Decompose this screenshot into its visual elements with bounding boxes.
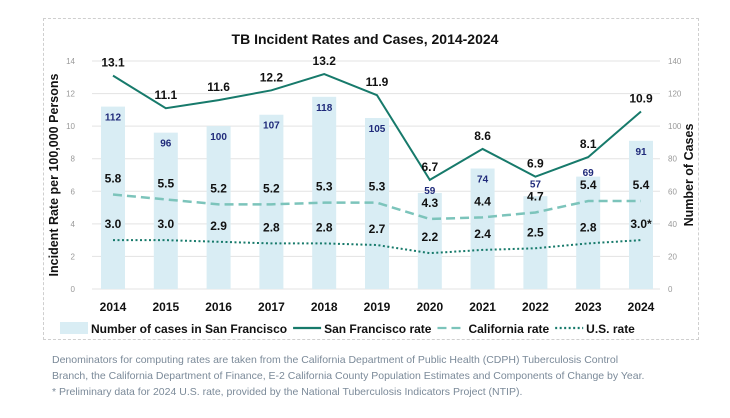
legend-label: California rate xyxy=(468,322,549,336)
legend-label: San Francisco rate xyxy=(324,322,432,336)
data-label: 11.1 xyxy=(154,88,177,102)
bar-cases xyxy=(312,96,337,289)
y-tick-label: 10 xyxy=(66,122,75,131)
x-tick-label: 2019 xyxy=(364,300,391,314)
y2-tick-label: 120 xyxy=(668,90,682,99)
line-san-francisco-rate xyxy=(112,72,642,182)
y2-tick-label: 100 xyxy=(668,122,682,131)
y2-tick-label: 60 xyxy=(668,187,677,196)
data-label: 2.5 xyxy=(527,225,544,239)
data-label: 3.0 xyxy=(157,217,174,231)
data-label: 8.1 xyxy=(580,137,597,151)
y2-axis-label: Number of Cases xyxy=(682,124,696,227)
bar-label: 118 xyxy=(316,103,333,114)
data-label: 2.9 xyxy=(210,219,227,233)
bar-label: 112 xyxy=(105,113,122,124)
x-tick-label: 2017 xyxy=(258,300,285,314)
footnotes: Denominators for computing rates are tak… xyxy=(52,352,722,400)
bar-label: 107 xyxy=(263,121,280,132)
y2-tick-label: 140 xyxy=(668,57,682,66)
legend-label: U.S. rate xyxy=(586,322,635,336)
footnote: Denominators for computing rates are tak… xyxy=(52,354,619,366)
data-label: 8.6 xyxy=(474,129,491,143)
bar-label: 91 xyxy=(635,147,647,158)
legend-label: Number of cases in San Francisco xyxy=(91,322,287,336)
data-label: 11.9 xyxy=(366,75,389,89)
y2-tick-label: 20 xyxy=(668,252,677,261)
footnote: Branch, the California Department of Fin… xyxy=(52,370,645,382)
x-tick-label: 2021 xyxy=(469,300,496,314)
bar-cases xyxy=(629,140,653,289)
x-tick-label: 2014 xyxy=(100,300,127,314)
data-label: 5.3 xyxy=(369,180,386,194)
y-tick-label: 0 xyxy=(71,285,76,294)
data-label: 2.4 xyxy=(474,227,491,241)
line-california-rate xyxy=(112,193,641,221)
y2-tick-label: 80 xyxy=(668,155,677,164)
bar-cases xyxy=(417,192,442,289)
bar-label: 96 xyxy=(160,139,172,150)
data-label: 10.9 xyxy=(629,91,653,105)
data-label: 5.4 xyxy=(633,178,650,192)
y-tick-label: 4 xyxy=(71,220,76,229)
data-label: 6.7 xyxy=(421,160,438,174)
data-label: 5.3 xyxy=(316,180,333,194)
data-label: 2.2 xyxy=(421,230,438,244)
bar-cases xyxy=(576,176,601,289)
y-tick-label: 8 xyxy=(71,155,76,164)
chart-frame xyxy=(43,18,699,340)
data-label: 3.0* xyxy=(630,217,652,231)
data-label: 5.2 xyxy=(210,181,227,195)
bar-label: 69 xyxy=(583,168,595,179)
y2-tick-label: 40 xyxy=(668,220,677,229)
y-tick-label: 12 xyxy=(66,90,75,99)
y2-tick-label: 0 xyxy=(668,285,673,294)
footnote: * Preliminary data for 2024 U.S. rate, p… xyxy=(52,386,523,398)
data-label: 5.2 xyxy=(263,181,280,195)
data-label: 4.7 xyxy=(527,189,544,203)
bar-cases xyxy=(206,126,231,290)
x-tick-label: 2016 xyxy=(205,300,232,314)
x-tick-label: 2022 xyxy=(522,300,549,314)
data-label: 13.1 xyxy=(101,56,125,70)
legend-swatch-bar xyxy=(60,322,88,334)
data-label: 2.7 xyxy=(369,222,386,236)
bar-cases xyxy=(101,106,125,289)
data-label: 11.6 xyxy=(207,80,230,94)
y-tick-label: 14 xyxy=(66,57,75,66)
y-axis-label: Incident Rate per 100,000 Persons xyxy=(47,74,61,277)
data-label: 2.8 xyxy=(580,220,597,234)
data-label: 5.4 xyxy=(580,178,597,192)
data-label: 12.2 xyxy=(260,70,284,84)
data-label: 4.4 xyxy=(474,194,491,208)
x-tick-label: 2018 xyxy=(311,300,338,314)
bar-label: 57 xyxy=(530,179,542,190)
data-label: 4.3 xyxy=(421,196,438,210)
x-tick-label: 2024 xyxy=(628,300,655,314)
bar-label: 100 xyxy=(210,132,227,143)
data-label: 3.0 xyxy=(105,217,122,231)
y-tick-label: 6 xyxy=(71,187,76,196)
bar-label: 105 xyxy=(369,124,386,135)
data-label: 6.9 xyxy=(527,157,544,171)
data-label: 13.2 xyxy=(313,54,337,68)
bar-cases xyxy=(153,132,178,289)
y-tick-label: 2 xyxy=(71,252,76,261)
data-label: 2.8 xyxy=(316,220,333,234)
bar-cases xyxy=(470,168,495,289)
x-tick-label: 2023 xyxy=(575,300,602,314)
x-tick-label: 2015 xyxy=(152,300,179,314)
data-label: 5.8 xyxy=(105,172,122,186)
data-label: 5.5 xyxy=(157,176,174,190)
chart-title: TB Incident Rates and Cases, 2014-2024 xyxy=(232,31,499,47)
x-tick-label: 2020 xyxy=(416,300,443,314)
bar-label: 74 xyxy=(477,174,489,185)
data-label: 2.8 xyxy=(263,220,280,234)
bar-label: 59 xyxy=(424,186,436,197)
bar-cases xyxy=(259,114,284,289)
